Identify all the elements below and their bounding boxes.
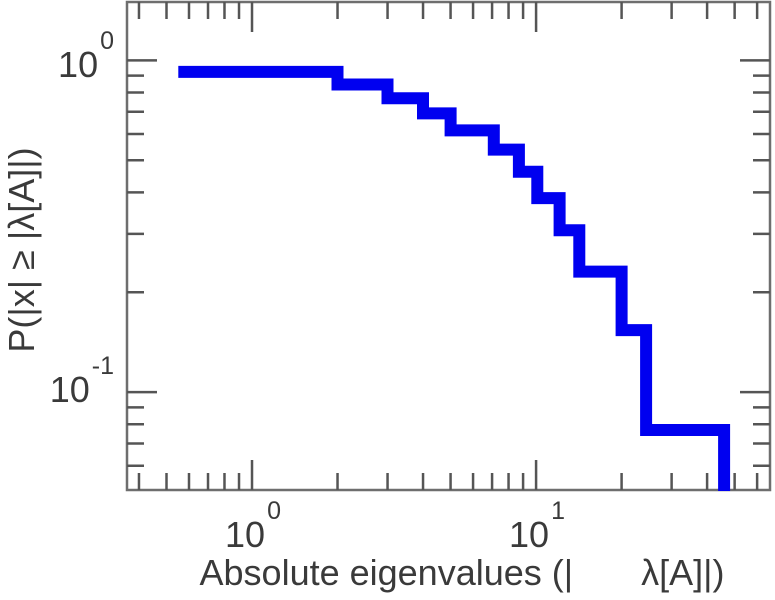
x-axis-title-lambda: λ[A]|) (641, 552, 725, 593)
y-tick-label-10e-1: 10-1 (0, 354, 114, 410)
y-axis-title: P(|x| ≥ |λ[A]|) (1, 147, 42, 353)
y-tick-exponent: 0 (100, 27, 114, 55)
x-axis-title: Absolute eigenvalues (| λ[A]|) (200, 554, 725, 592)
x-tick-label-10e1: 101 (509, 499, 565, 555)
y-tick-label-10e0: 100 (0, 29, 114, 85)
plot-frame (125, 0, 772, 492)
x-tick-base: 10 (225, 514, 266, 555)
x-axis-title-text: Absolute eigenvalues (| (199, 552, 574, 593)
y-tick-base: 10 (58, 44, 99, 85)
y-tick-exponent: -1 (91, 352, 114, 380)
x-tick-exponent: 0 (267, 497, 281, 525)
x-tick-label-10e0: 100 (225, 499, 281, 555)
x-tick-exponent: 1 (551, 497, 565, 525)
x-tick-base: 10 (509, 514, 550, 555)
y-tick-base: 10 (49, 369, 90, 410)
ccdf-step-curve (178, 65, 731, 491)
